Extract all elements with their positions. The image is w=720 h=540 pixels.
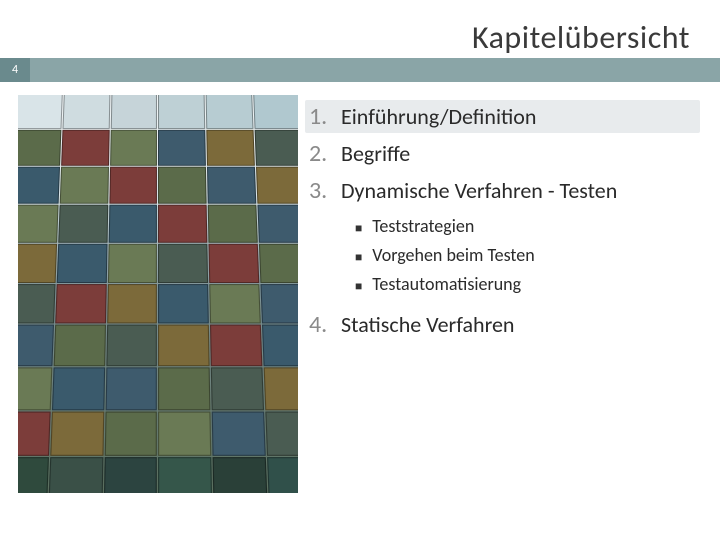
container-cell [105, 368, 157, 411]
container-cell [259, 243, 298, 282]
container-cell [210, 284, 261, 324]
container-cell [57, 243, 108, 282]
container-cell [108, 243, 158, 282]
page-number: 4 [0, 58, 30, 82]
container-cell [18, 167, 60, 204]
container-cell [58, 204, 108, 242]
container-cell [208, 204, 258, 242]
container-cell [262, 325, 298, 367]
toc-subitem-label: Vorgehen beim Testen [372, 244, 534, 266]
container-cell [18, 412, 51, 456]
container-cell [159, 412, 212, 456]
container-cell [48, 457, 103, 493]
toc-subitem: ■ Vorgehen beim Testen [355, 244, 700, 269]
container-cell [207, 130, 255, 166]
toc-item-number: 2. [305, 139, 341, 168]
toc-content: 1.Einführung/Definition2.Begriffe3.Dynam… [305, 100, 700, 345]
container-cell [18, 368, 52, 411]
container-cell [18, 95, 63, 129]
container-cell [264, 368, 298, 411]
container-cell [159, 368, 211, 411]
container-cell [18, 284, 55, 324]
container-cell [159, 457, 213, 493]
toc-subitem-label: Teststrategien [372, 215, 474, 237]
container-cell [211, 368, 264, 411]
container-cell [265, 412, 298, 456]
container-cell [209, 243, 260, 282]
container-cell [55, 284, 106, 324]
container-cell [60, 167, 109, 204]
container-cell [62, 95, 110, 129]
slide: Kapitelübersicht 4 1.Einführung/Definiti… [0, 0, 720, 540]
bullet-icon: ■ [355, 247, 362, 269]
bullet-icon: ■ [355, 276, 362, 298]
toc-item-3: 3.Dynamische Verfahren - Testen [305, 174, 700, 207]
container-cell [158, 130, 206, 166]
container-cell [61, 130, 109, 166]
container-cell [50, 412, 104, 456]
toc-item-number: 1. [305, 102, 341, 131]
container-cell [256, 167, 298, 204]
toc-item-number: 3. [305, 176, 341, 205]
container-cell [255, 130, 298, 166]
toc-item-4: 4.Statische Verfahren [305, 308, 700, 341]
container-cell [213, 457, 268, 493]
toc-sublist-3: ■ Teststrategien ■ Vorgehen beim Testen ■ Tes… [355, 215, 700, 298]
container-cell [108, 204, 157, 242]
toc-item-label: Begriffe [341, 140, 694, 167]
toc-subitem-label: Testautomatisierung [372, 273, 521, 295]
container-cell [110, 95, 157, 129]
toc-item-2: 2.Begriffe [305, 137, 700, 170]
container-grid [18, 95, 298, 493]
toc-subitem: ■ Testautomatisierung [355, 273, 700, 298]
container-cell [18, 243, 57, 282]
container-cell [267, 457, 298, 493]
container-cell [206, 95, 254, 129]
container-cell [53, 325, 105, 367]
container-cell [258, 204, 298, 242]
container-cell [18, 130, 61, 166]
container-cell [159, 325, 210, 367]
container-cell [18, 457, 49, 493]
container-cell [210, 325, 262, 367]
toc-subitem: ■ Teststrategien [355, 215, 700, 240]
container-cell [158, 95, 205, 129]
containers-image [18, 95, 298, 493]
toc-item-1: 1.Einführung/Definition [305, 100, 700, 133]
container-cell [106, 325, 157, 367]
container-cell [18, 204, 58, 242]
container-cell [212, 412, 266, 456]
toc-item-number: 4. [305, 310, 341, 339]
container-cell [18, 325, 54, 367]
container-cell [103, 457, 157, 493]
container-cell [159, 284, 210, 324]
container-cell [110, 130, 158, 166]
toc-item-label: Statische Verfahren [341, 311, 694, 338]
container-cell [261, 284, 298, 324]
slide-title: Kapitelübersicht [472, 18, 690, 57]
container-cell [159, 204, 208, 242]
bullet-icon: ■ [355, 218, 362, 240]
page-bar: 4 [0, 58, 720, 82]
toc-item-label: Dynamische Verfahren - Testen [341, 177, 694, 204]
container-cell [109, 167, 157, 204]
toc-list: 1.Einführung/Definition2.Begriffe3.Dynam… [305, 100, 700, 341]
container-cell [107, 284, 158, 324]
page-bar-fill [30, 58, 720, 82]
container-cell [52, 368, 105, 411]
container-cell [207, 167, 256, 204]
container-cell [253, 95, 298, 129]
toc-item-label: Einführung/Definition [341, 103, 694, 130]
container-cell [159, 243, 209, 282]
container-cell [104, 412, 157, 456]
container-cell [159, 167, 207, 204]
